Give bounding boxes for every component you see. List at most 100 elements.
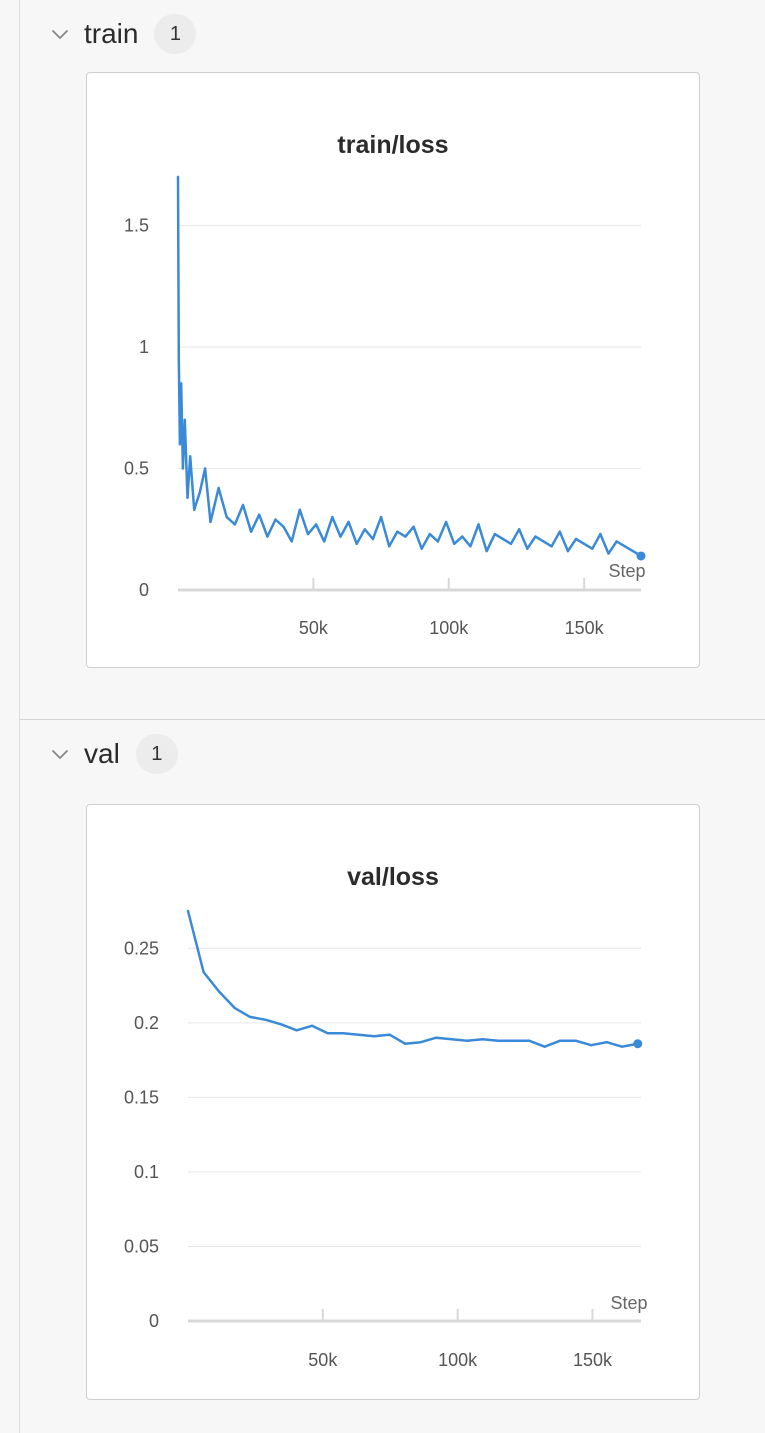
count-badge: 1 <box>154 14 197 54</box>
data-point <box>496 1039 500 1042</box>
x-axis-label: Step <box>610 1293 647 1313</box>
data-point <box>180 382 183 385</box>
data-point <box>420 547 423 550</box>
data-point <box>203 467 207 470</box>
data-point <box>233 1006 236 1010</box>
data-point <box>574 537 578 541</box>
data-point <box>574 1039 577 1042</box>
chart-panel-val-loss[interactable]: val/loss 0 0.05 0.1 0.15 0.2 0.25 50k 100k 150k S… <box>86 804 700 1400</box>
data-point <box>331 515 334 519</box>
data-point <box>233 523 237 526</box>
y-tick-label: 0.05 <box>124 1236 159 1256</box>
data-point <box>450 1038 453 1041</box>
chevron-down-icon[interactable] <box>48 22 72 46</box>
series-line <box>186 909 640 1048</box>
data-point <box>248 1015 252 1019</box>
data-point <box>183 418 186 422</box>
data-point <box>403 1042 407 1045</box>
data-point <box>347 520 350 524</box>
data-point <box>274 518 277 521</box>
data-point <box>591 547 594 550</box>
data-point <box>202 970 205 974</box>
data-point <box>266 535 269 538</box>
data-point <box>558 1039 562 1042</box>
data-point <box>241 503 245 507</box>
data-point <box>444 520 448 524</box>
data-point <box>543 1045 546 1048</box>
data-point <box>249 530 253 533</box>
data-point <box>485 549 488 553</box>
chart-panel-train-loss[interactable]: train/loss 0 0.5 1 1.5 50k 100k 150k Step <box>86 72 700 668</box>
data-point <box>258 513 261 516</box>
section-title[interactable]: val <box>84 738 120 769</box>
data-point <box>306 532 310 536</box>
y-tick-label: 0.25 <box>124 938 159 958</box>
count-badge: 1 <box>135 734 178 774</box>
data-point <box>452 542 456 546</box>
section-header-train[interactable]: train 1 <box>48 14 197 54</box>
data-point <box>188 455 192 458</box>
data-point <box>599 532 602 536</box>
data-point <box>623 545 626 548</box>
section-header-val[interactable]: val 1 <box>48 734 178 774</box>
data-point <box>193 508 196 512</box>
data-point <box>607 552 610 555</box>
x-tick-label: 100k <box>429 618 469 638</box>
y-tick-label: 0.5 <box>124 459 149 479</box>
data-point <box>295 1029 298 1032</box>
data-point <box>298 508 302 512</box>
data-point <box>323 540 326 543</box>
data-point <box>355 542 358 546</box>
data-point <box>605 1041 608 1044</box>
section-divider <box>20 719 765 720</box>
data-point <box>341 1032 345 1035</box>
data-point <box>620 1045 624 1048</box>
chart-title: val/loss <box>347 863 439 891</box>
data-point <box>388 1033 391 1036</box>
data-point <box>357 1033 360 1036</box>
data-point <box>566 549 570 553</box>
series-line <box>176 175 643 558</box>
data-point <box>481 1038 484 1041</box>
data-point <box>615 540 618 543</box>
val-loss-chart[interactable]: 0 0.05 0.1 0.15 0.2 0.25 50k 100k 150k Step <box>87 805 699 1399</box>
y-tick-label: 0.15 <box>124 1087 159 1107</box>
data-point <box>542 540 545 543</box>
data-point <box>631 549 635 553</box>
data-point <box>198 491 201 495</box>
chart-title: train/loss <box>337 131 449 159</box>
data-point <box>264 1018 267 1022</box>
data-point <box>550 545 553 548</box>
data-point <box>279 1023 283 1026</box>
section-title[interactable]: train <box>84 18 139 49</box>
data-point <box>371 537 375 541</box>
data-point <box>469 545 472 548</box>
data-point <box>314 523 318 526</box>
data-point <box>412 525 415 529</box>
left-border-line <box>19 0 20 1433</box>
data-point <box>290 540 293 543</box>
data-point <box>363 528 367 531</box>
data-point <box>225 515 228 519</box>
data-point <box>181 467 185 470</box>
x-axis-label: Step <box>608 561 645 581</box>
data-point <box>379 515 383 519</box>
y-tick-label: 0 <box>149 1311 159 1331</box>
data-point <box>372 1035 376 1038</box>
data-point <box>217 990 221 993</box>
data-point <box>465 1039 469 1042</box>
y-tick-label: 1 <box>139 337 149 357</box>
data-point <box>419 1041 422 1044</box>
data-point <box>434 1036 438 1039</box>
data-point <box>326 1032 329 1035</box>
data-point <box>589 1043 593 1047</box>
data-point <box>178 443 182 446</box>
chevron-down-icon[interactable] <box>48 742 72 766</box>
data-point <box>404 535 407 538</box>
data-point <box>282 525 285 529</box>
x-tick-label: 150k <box>573 1350 613 1370</box>
train-loss-chart[interactable]: 0 0.5 1 1.5 50k 100k 150k Step <box>87 73 699 667</box>
data-point <box>186 496 189 499</box>
x-tick-label: 50k <box>308 1350 338 1370</box>
y-tick-label: 0.1 <box>134 1162 159 1182</box>
